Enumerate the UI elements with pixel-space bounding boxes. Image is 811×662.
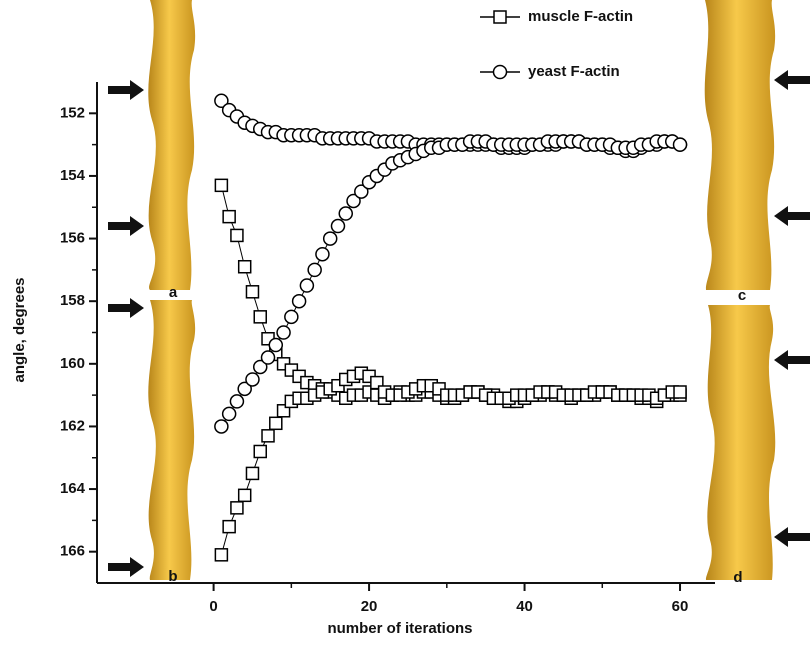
marker — [246, 373, 259, 386]
marker — [300, 279, 313, 292]
y-tick-label: 158 — [60, 292, 85, 309]
legend-marker — [494, 66, 507, 79]
figure: a b c d number of iterations angle, degr… — [0, 0, 811, 662]
x-tick-label: 40 — [516, 598, 533, 615]
marker — [231, 229, 243, 241]
y-tick-label: 156 — [60, 230, 85, 247]
marker — [246, 286, 258, 298]
marker — [308, 263, 321, 276]
marker — [285, 310, 298, 323]
marker — [277, 326, 290, 339]
marker — [254, 445, 266, 457]
marker — [270, 417, 282, 429]
marker — [223, 521, 235, 533]
panel-label: c — [738, 287, 746, 304]
marker — [215, 420, 228, 433]
y-tick-label: 164 — [60, 480, 86, 497]
marker — [239, 261, 251, 273]
legend-label: muscle F-actin — [528, 8, 633, 25]
marker — [246, 467, 258, 479]
y-tick-label: 152 — [60, 104, 85, 121]
marker — [223, 211, 235, 223]
panel-label: a — [169, 284, 178, 301]
filament-b — [148, 300, 195, 580]
filament-c — [705, 0, 775, 290]
filament-images — [108, 0, 810, 580]
marker — [269, 339, 282, 352]
series-line — [221, 141, 680, 426]
marker — [239, 489, 251, 501]
marker — [674, 386, 686, 398]
x-axis-label: number of iterations — [327, 620, 472, 637]
marker — [293, 295, 306, 308]
marker — [230, 395, 243, 408]
marker — [339, 207, 352, 220]
marker — [262, 430, 274, 442]
marker — [331, 220, 344, 233]
y-tick-label: 154 — [60, 167, 86, 184]
x-tick-label: 20 — [361, 598, 378, 615]
y-axis-label: angle, degrees — [11, 277, 28, 382]
panel-label: d — [733, 569, 742, 586]
marker — [254, 311, 266, 323]
marker — [215, 179, 227, 191]
marker — [324, 232, 337, 245]
x-tick-label: 60 — [672, 598, 689, 615]
marker — [262, 351, 275, 364]
marker — [316, 248, 329, 261]
filament-a — [148, 0, 195, 290]
filament-d — [706, 305, 775, 580]
x-tick-label: 0 — [209, 598, 217, 615]
legend-label: yeast F-actin — [528, 63, 620, 80]
y-tick-label: 166 — [60, 543, 85, 560]
legend-marker — [494, 11, 506, 23]
marker — [231, 502, 243, 514]
y-tick-label: 160 — [60, 355, 85, 372]
y-tick-label: 162 — [60, 417, 85, 434]
marker — [223, 407, 236, 420]
marker — [674, 138, 687, 151]
marker — [215, 549, 227, 561]
